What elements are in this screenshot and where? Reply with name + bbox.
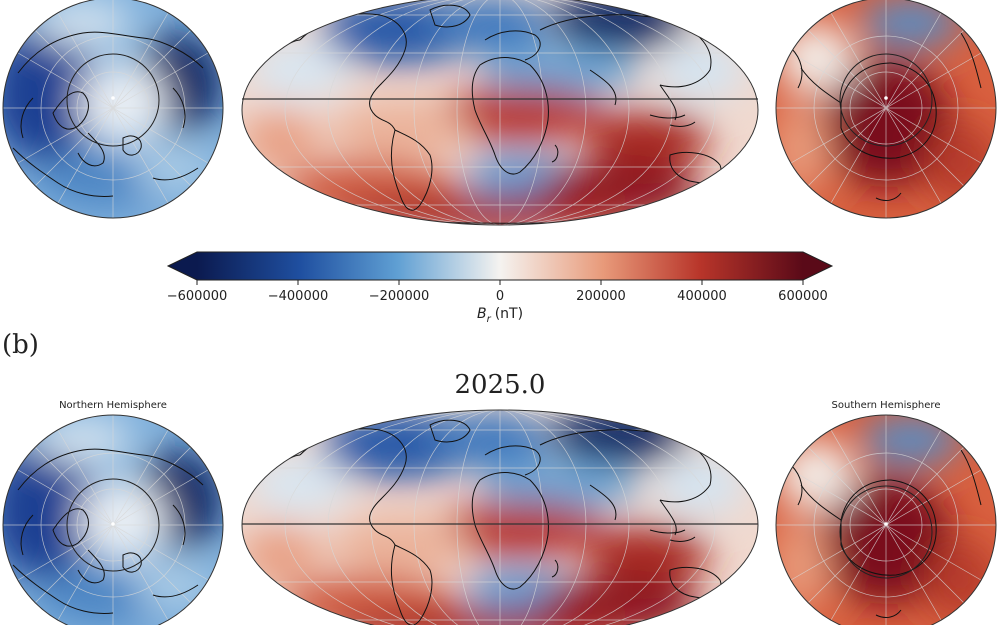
north-pole-marker: [111, 96, 115, 100]
colorbar: −600000 −400000 −200000 0 200000 400000 600000…: [167, 251, 834, 325]
north-hemisphere-title: Northern Hemisphere: [59, 400, 167, 411]
top-mollweide-map: [241, 0, 759, 226]
colorbar-extend-max: [803, 252, 832, 280]
year-title: 2025.0: [455, 370, 546, 400]
top-north-polar-map: [2, 0, 224, 219]
colorbar-tick-label: 0: [496, 289, 504, 304]
bottom-north-polar-map: [2, 414, 224, 625]
colorbar-gradient: [197, 252, 803, 280]
colorbar-label-symbol: B: [477, 306, 487, 322]
colorbar-label: Br (nT): [477, 306, 523, 325]
bottom-mollweide-map: [241, 409, 759, 625]
colorbar-ticks: −600000 −400000 −200000 0 200000 400000 600000: [167, 280, 828, 304]
south-pole-marker-b: [884, 522, 888, 526]
colorbar-tick-label: 200000: [576, 289, 626, 304]
colorbar-tick-label: 600000: [778, 289, 828, 304]
colorbar-tick-label: 400000: [677, 289, 727, 304]
colorbar-tick-label: −200000: [369, 289, 430, 304]
bottom-south-polar-map: [775, 414, 997, 625]
colorbar-extend-min: [168, 252, 197, 280]
colorbar-tick-label: −400000: [268, 289, 329, 304]
south-pole-marker: [884, 96, 888, 100]
colorbar-label-unit: (nT): [495, 306, 523, 322]
colorbar-tick-label: −600000: [167, 289, 228, 304]
south-hemisphere-title: Southern Hemisphere: [832, 400, 941, 411]
north-pole-marker-b: [111, 522, 115, 526]
panel-b-label: (b): [2, 330, 39, 360]
colorbar-label-sub: r: [487, 314, 492, 325]
top-south-polar-map: [775, 0, 997, 219]
